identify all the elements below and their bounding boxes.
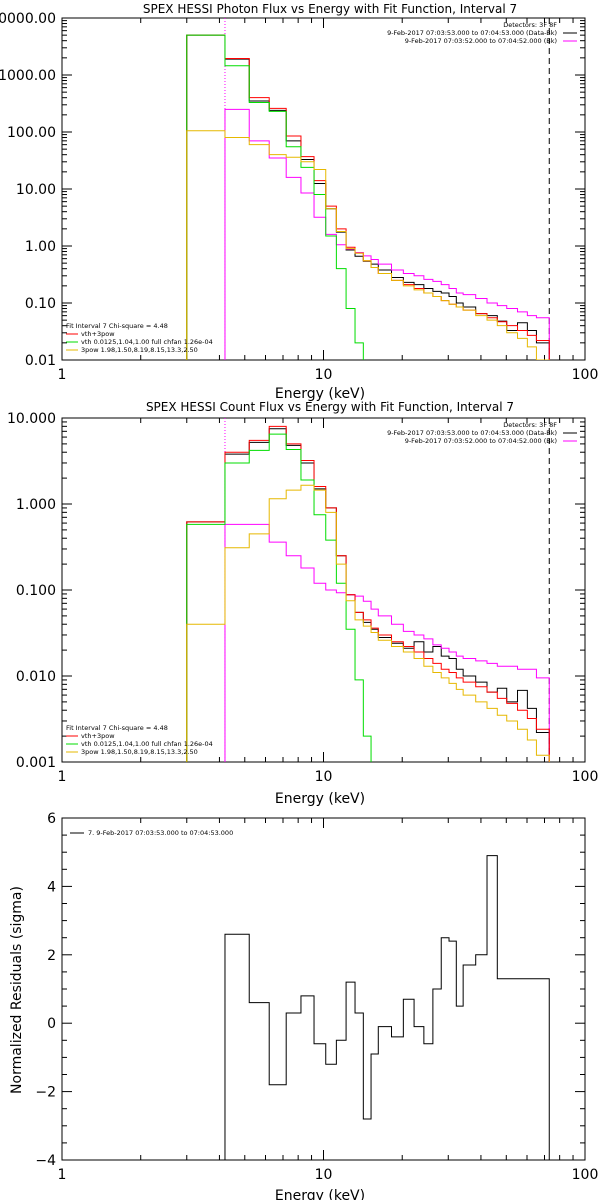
y-tick-label: 1.000 (16, 497, 56, 513)
legend-entry: Detectors: 3F 8F (503, 21, 557, 29)
y-tick-label: 0.001 (16, 755, 56, 771)
series-data-bk (186, 428, 550, 762)
photon-flux-title: SPEX HESSI Photon Flux vs Energy with Fi… (143, 2, 517, 16)
photon-flux-xlabel: Energy (keV) (275, 386, 365, 402)
x-tick-label: 10 (315, 367, 333, 383)
plot-frame (61, 817, 586, 1161)
legend-entry: 9-Feb-2017 07:03:53.000 to 07:04:53.000 … (387, 429, 557, 437)
y-tick-label: 4 (47, 879, 56, 895)
plot-frame (61, 417, 586, 763)
legend-entry: Fit Interval 7 Chi-square = 4.48 (66, 724, 168, 732)
y-tick-label: 2 (47, 948, 56, 964)
x-tick-label: 100 (572, 769, 599, 785)
y-tick-label: 10.000 (7, 411, 56, 427)
x-tick-label: 100 (572, 367, 599, 383)
legend-entry: vth+3pow (81, 732, 115, 740)
photon-flux-panel: SPEX HESSI Photon Flux vs Energy with Fi… (0, 2, 599, 402)
x-tick-label: 100 (572, 1167, 599, 1183)
legend-entry: 9-Feb-2017 07:03:53.000 to 07:04:53.000 … (387, 29, 557, 37)
y-tick-label: 1.00 (25, 239, 56, 255)
legend-entry: 9-Feb-2017 07:03:52.000 to 07:04:52.000 … (405, 437, 557, 445)
legend-entry: vth+3pow (81, 330, 115, 338)
y-tick-label: 0.100 (16, 583, 56, 599)
x-tick-label: 1 (58, 1167, 67, 1183)
legend-entry: Detectors: 3F 8F (503, 421, 557, 429)
legend-entry: 9-Feb-2017 07:03:52.000 to 07:04:52.000 … (405, 37, 557, 45)
legend-entry: 3pow 1.98,1.50,8.19,8.15,13.3,2.50 (81, 748, 198, 756)
count-flux-panel: SPEX HESSI Count Flux vs Energy with Fit… (7, 400, 598, 807)
series-vth (186, 433, 372, 762)
y-tick-label: 0 (47, 1016, 56, 1032)
y-tick-label: 6 (47, 811, 56, 827)
series-data-bk (186, 34, 550, 360)
residuals-xlabel: Energy (keV) (275, 1188, 365, 1200)
plot-area (186, 418, 550, 762)
series-bk (224, 108, 550, 360)
series-3pow (186, 130, 550, 360)
legend-entry: vth 0.0125,1.04,1.00 full chfan 1.26e-04 (81, 338, 213, 346)
y-tick-label: −4 (35, 1153, 56, 1169)
plot-area (224, 855, 550, 1160)
series-bk (224, 523, 550, 762)
y-tick-label: 0000.00 (0, 11, 56, 27)
count-flux-xlabel: Energy (keV) (275, 791, 365, 807)
legend-entry: Fit Interval 7 Chi-square = 4.48 (66, 322, 168, 330)
plot-area (186, 18, 550, 360)
legend-entry: 3pow 1.98,1.50,8.19,8.15,13.3,2.50 (81, 346, 198, 354)
residuals-panel: Energy (keV) Normalized Residuals (sigma… (9, 811, 598, 1200)
x-tick-label: 10 (315, 1167, 333, 1183)
y-tick-label: 1000.00 (0, 68, 56, 84)
y-tick-label: 100.00 (7, 125, 56, 141)
count-flux-title: SPEX HESSI Count Flux vs Energy with Fit… (146, 400, 514, 414)
y-tick-label: 0.10 (25, 296, 56, 312)
legend-entry: 7. 9-Feb-2017 07:03:53.000 to 07:04:53.0… (88, 829, 233, 837)
residuals-ylabel: Normalized Residuals (sigma) (9, 886, 25, 1094)
y-tick-label: 10.00 (16, 182, 56, 198)
series-residuals (224, 855, 550, 1160)
y-tick-label: 0.010 (16, 669, 56, 685)
y-tick-label: 0.01 (25, 353, 56, 369)
series-vth (186, 34, 364, 360)
x-tick-label: 1 (58, 367, 67, 383)
x-tick-label: 1 (58, 769, 67, 785)
x-tick-label: 10 (315, 769, 333, 785)
series-3pow (186, 484, 550, 762)
y-tick-label: −2 (35, 1085, 56, 1101)
series-vth-3pow (186, 425, 550, 762)
legend-entry: vth 0.0125,1.04,1.00 full chfan 1.26e-04 (81, 740, 213, 748)
